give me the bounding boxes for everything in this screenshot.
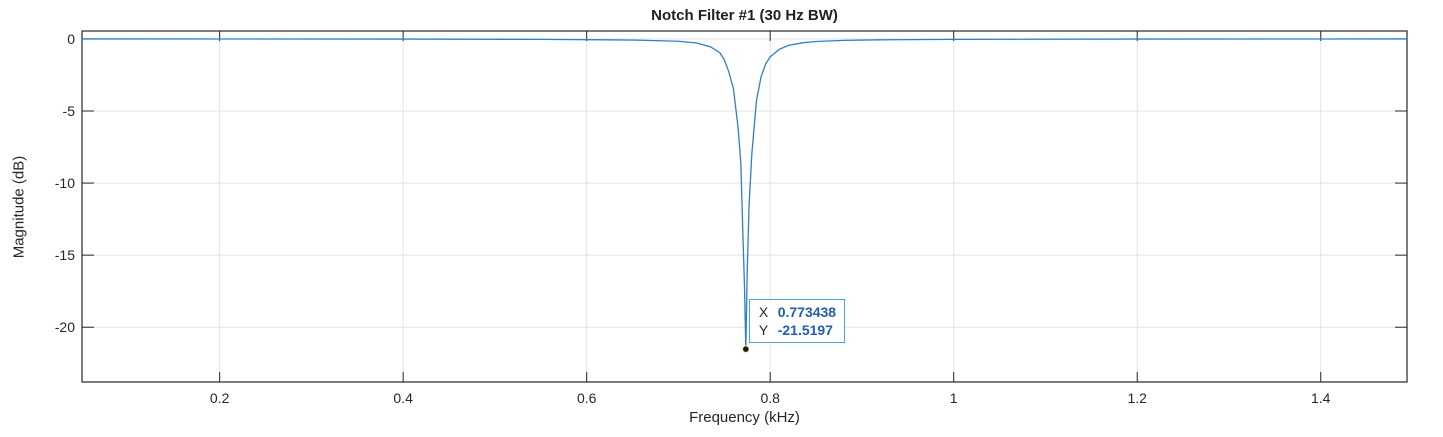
- grid-lines: [82, 31, 1407, 382]
- y-tick-label: -5: [63, 103, 76, 119]
- y-tick-label: -10: [55, 175, 75, 191]
- y-tick-labels: 0 -5 -10 -15 -20: [55, 31, 75, 335]
- datatip-x-row: X 0.773438: [759, 303, 836, 321]
- x-tick-label: 0.8: [760, 390, 780, 406]
- x-tick-label: 1.2: [1127, 390, 1147, 406]
- y-tick-label: 0: [67, 31, 75, 47]
- y-tick-label: -20: [55, 319, 75, 335]
- axis-ticks: [82, 31, 1407, 382]
- x-tick-labels: 0.2 0.4 0.6 0.8 1 1.2 1.4: [210, 390, 1331, 406]
- y-tick-label: -15: [55, 247, 75, 263]
- datatip-x-label: X: [758, 304, 769, 321]
- datatip-x-value: 0.773438: [777, 304, 837, 321]
- chart-title: Notch Filter #1 (30 Hz BW): [651, 7, 838, 24]
- x-tick-label: 0.6: [577, 390, 597, 406]
- x-axis-label: Frequency (kHz): [689, 409, 800, 426]
- datatip-y-value: -21.5197: [777, 322, 833, 339]
- axes-box: [81, 30, 1408, 383]
- x-tick-label: 0.2: [210, 390, 230, 406]
- x-tick-label: 1: [950, 390, 958, 406]
- datatip-y-row: Y -21.5197: [759, 321, 836, 339]
- datatip[interactable]: X 0.773438 Y -21.5197: [748, 299, 846, 344]
- magnitude-curve[interactable]: [82, 38, 1407, 350]
- datatip-marker[interactable]: [742, 345, 750, 353]
- datatip-y-label: Y: [758, 322, 769, 339]
- x-tick-label: 0.4: [393, 390, 413, 406]
- x-tick-label: 1.4: [1311, 390, 1331, 406]
